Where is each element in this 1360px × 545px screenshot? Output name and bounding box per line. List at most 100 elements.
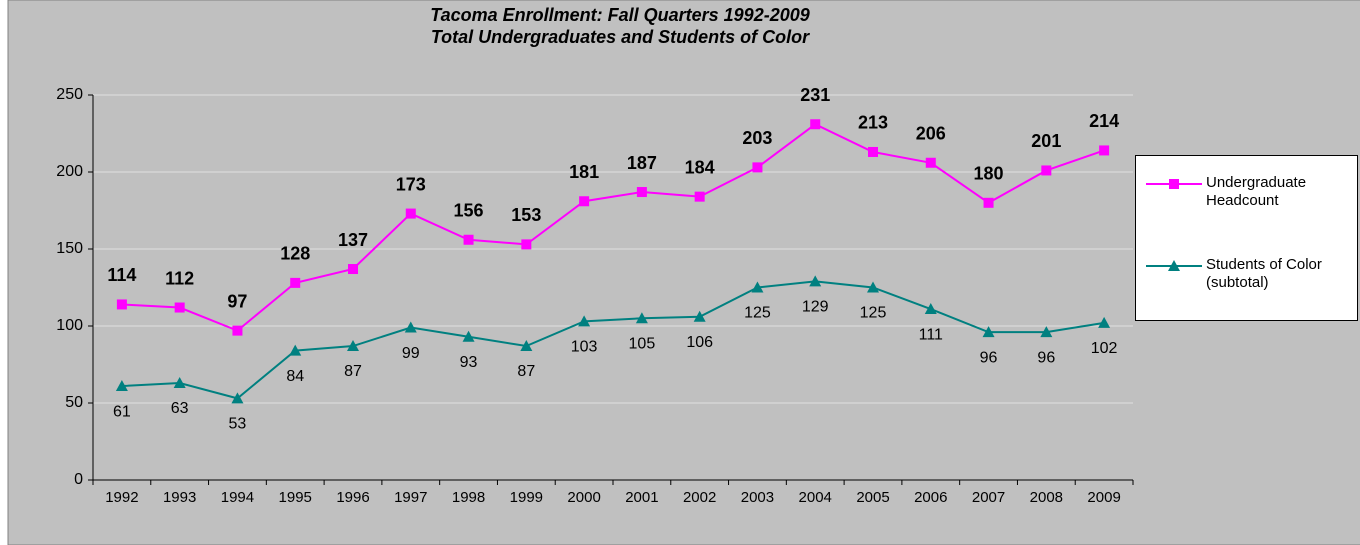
data-label: 125 xyxy=(860,305,887,322)
marker xyxy=(809,275,822,287)
x-tick-label: 1997 xyxy=(394,489,427,506)
data-label: 125 xyxy=(744,305,771,322)
y-tick-label: 200 xyxy=(56,163,83,180)
y-tick-label: 100 xyxy=(56,317,83,334)
marker xyxy=(231,392,244,404)
marker xyxy=(867,281,879,293)
marker xyxy=(348,264,358,275)
marker xyxy=(521,239,532,250)
marker xyxy=(116,299,127,310)
marker xyxy=(1098,316,1111,328)
data-label: 213 xyxy=(858,113,888,133)
x-tick-label: 2007 xyxy=(972,489,1005,506)
marker xyxy=(579,196,590,207)
data-label: 184 xyxy=(685,157,715,177)
marker xyxy=(635,312,648,324)
marker xyxy=(115,380,128,392)
marker xyxy=(289,344,302,356)
data-label: 84 xyxy=(286,368,304,385)
legend-symbol xyxy=(1146,260,1202,271)
marker xyxy=(578,315,591,327)
data-label: 128 xyxy=(280,244,310,264)
data-label: 105 xyxy=(629,336,656,353)
x-tick-label: 2008 xyxy=(1030,489,1063,506)
marker xyxy=(347,340,359,352)
x-tick-label: 1992 xyxy=(105,489,138,506)
marker xyxy=(404,321,417,333)
y-tick-label: 50 xyxy=(65,394,83,411)
data-label: 153 xyxy=(511,205,541,225)
data-label: 93 xyxy=(460,354,478,371)
x-tick-label: 1996 xyxy=(336,489,369,506)
marker xyxy=(1041,165,1052,176)
data-label: 201 xyxy=(1031,131,1061,151)
marker xyxy=(693,310,706,322)
marker xyxy=(925,157,936,168)
marker xyxy=(174,302,185,313)
x-tick-label: 2006 xyxy=(914,489,947,506)
x-tick-label: 1995 xyxy=(279,489,312,506)
x-tick-label: 2002 xyxy=(683,489,716,506)
marker xyxy=(636,187,647,198)
data-label: 102 xyxy=(1091,340,1118,357)
data-label: 187 xyxy=(627,153,657,173)
x-tick-label: 2005 xyxy=(856,489,889,506)
marker xyxy=(983,197,994,208)
legend-marker xyxy=(1168,260,1180,271)
x-tick-label: 2000 xyxy=(567,489,600,506)
marker xyxy=(520,340,533,352)
data-label: 96 xyxy=(1037,349,1055,366)
marker xyxy=(463,234,474,245)
legend: Undergraduate Headcount Students of Color… xyxy=(1135,155,1358,321)
legend-label: Undergraduate Headcount xyxy=(1206,174,1307,209)
data-label: 156 xyxy=(454,201,484,221)
x-tick-label: 2009 xyxy=(1087,489,1120,506)
data-label: 214 xyxy=(1089,111,1119,131)
data-label: 87 xyxy=(344,363,362,380)
y-tick-label: 0 xyxy=(74,471,83,488)
y-tick-label: 150 xyxy=(56,240,83,257)
x-tick-label: 2001 xyxy=(625,489,658,506)
marker xyxy=(1040,326,1053,338)
legend-symbol xyxy=(1146,179,1202,189)
x-tick-label: 1999 xyxy=(510,489,543,506)
data-label: 206 xyxy=(916,124,946,144)
marker xyxy=(405,208,416,219)
marker xyxy=(232,325,243,336)
chart-subtitle: Total Undergraduates and Students of Col… xyxy=(431,27,810,47)
marker xyxy=(810,119,821,130)
data-label: 87 xyxy=(517,363,535,380)
marker xyxy=(694,191,705,202)
series-line xyxy=(121,280,1105,400)
marker xyxy=(752,162,763,173)
x-tick-label: 1994 xyxy=(221,489,254,506)
legend-label: Students of Color (subtotal) xyxy=(1206,256,1322,291)
x-tick-label: 2004 xyxy=(799,489,832,506)
x-tick-label: 1998 xyxy=(452,489,485,506)
data-label: 106 xyxy=(686,334,713,351)
data-label: 203 xyxy=(742,128,772,148)
data-label: 129 xyxy=(802,299,829,316)
data-label: 173 xyxy=(396,174,426,194)
chart-title: Tacoma Enrollment: Fall Quarters 1992-20… xyxy=(430,5,810,25)
marker xyxy=(1099,145,1110,156)
marker xyxy=(982,326,995,338)
data-label: 180 xyxy=(974,164,1004,184)
data-label: 63 xyxy=(171,400,189,417)
marker xyxy=(751,281,764,293)
data-label: 61 xyxy=(113,403,131,420)
data-label: 112 xyxy=(165,268,194,288)
x-tick-label: 2003 xyxy=(741,489,774,506)
marker xyxy=(924,303,937,315)
data-label: 181 xyxy=(569,162,599,182)
legend-marker xyxy=(1169,179,1179,189)
data-label: 114 xyxy=(107,265,136,285)
data-label: 137 xyxy=(338,230,368,250)
y-tick-label: 250 xyxy=(56,86,83,103)
marker xyxy=(290,277,301,288)
data-label: 96 xyxy=(980,349,998,366)
marker xyxy=(173,376,186,388)
data-label: 97 xyxy=(227,291,247,311)
